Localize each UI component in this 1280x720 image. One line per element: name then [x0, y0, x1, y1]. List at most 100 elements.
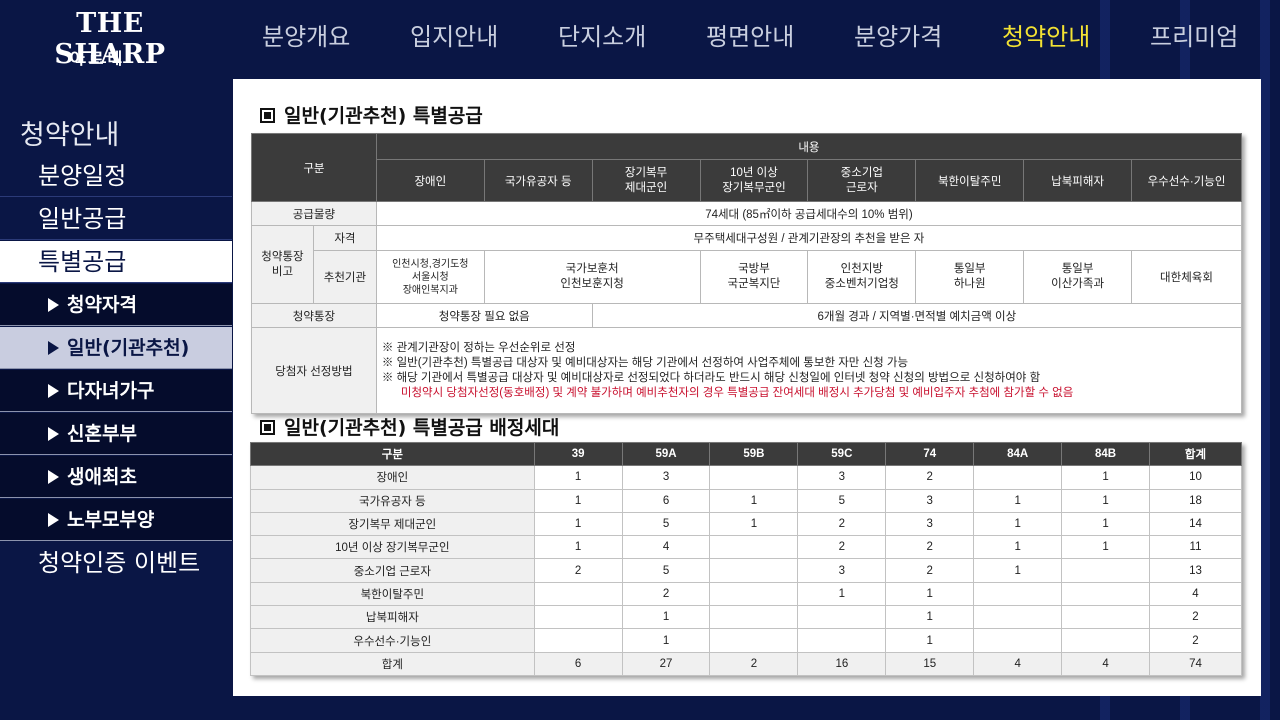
allocation-cell: 11 — [1149, 535, 1242, 560]
sidebar-item-special-supply[interactable]: 특별공급 — [0, 241, 232, 283]
allocation-cell: 1 — [533, 511, 623, 537]
agency-cell: 국가보훈처 인천보훈지청 — [483, 250, 701, 304]
allocation-cell: 1 — [621, 605, 711, 630]
sidebar-title: 청약안내 — [20, 120, 120, 151]
allocation-col-header: 59A — [621, 441, 711, 467]
allocation-cell: 2 — [1149, 628, 1242, 653]
allocation-cell: 5 — [621, 558, 711, 583]
allocation-cell: 1 — [973, 535, 1063, 560]
allocation-cell: 1 — [1061, 465, 1151, 490]
allocation-cell: 3 — [885, 488, 975, 513]
allocation-cell — [797, 605, 887, 630]
allocation-cell: 2 — [885, 535, 975, 560]
nav-item-price[interactable]: 분양가격 — [854, 23, 943, 51]
supply-value: 74세대 (85㎡이하 공급세대수의 10% 범위) — [375, 201, 1243, 226]
allocation-cell: 1 — [533, 535, 623, 560]
nav-item-subscription[interactable]: 청약안내 — [1002, 23, 1091, 51]
qualification-value: 무주택세대구성원 / 관계기관장의 추천을 받은 자 — [375, 225, 1243, 251]
allocation-table: 구분 39 59A 59B 59C 74 84A 84B 합계 장애인 1 3 3 2 1 10 국가유공자 … — [250, 441, 1242, 676]
allocation-cell: 1 — [973, 511, 1063, 537]
allocation-cell: 14 — [1149, 511, 1242, 537]
section-title-special-supply: 일반(기관추천) 특별공급 — [260, 101, 483, 128]
allocation-cell: 1 — [1061, 488, 1151, 513]
top-navigation: 분양개요 입지안내 단지소개 평면안내 분양가격 청약안내 프리미엄 — [235, 0, 1280, 70]
allocation-row-label: 중소기업 근로자 — [250, 558, 535, 583]
nav-item-complex[interactable]: 단지소개 — [558, 23, 647, 51]
col-header: 중소기업 근로자 — [807, 159, 917, 202]
allocation-row-label: 납북피해자 — [250, 605, 535, 630]
allocation-row: 10년 이상 장기복무군인 1 4 2 2 1 1 11 — [250, 535, 1242, 560]
allocation-cell — [709, 465, 799, 490]
allocation-row-label: 장기복무 제대군인 — [250, 511, 535, 537]
note-line: ※ 해당 기관에서 특별공급 대상자 및 예비대상자로 선정되었다 하더라도 반… — [381, 371, 1041, 384]
nav-item-floorplan[interactable]: 평면안내 — [706, 23, 795, 51]
special-supply-table: 구분 내용 장애인 국가유공자 등 장기복무 제대군인 10년 이상 장기복무군… — [251, 133, 1243, 414]
allocation-row-label: 북한이탈주민 — [250, 581, 535, 607]
allocation-cell — [709, 581, 799, 607]
allocation-cell: 3 — [797, 465, 887, 490]
col-header: 납북피해자 — [1023, 159, 1133, 202]
sidebar-item-general-supply[interactable]: 일반공급 — [0, 198, 232, 240]
row-label-supply: 공급물량 — [251, 201, 377, 226]
nav-item-premium[interactable]: 프리미엄 — [1150, 23, 1239, 51]
sidebar-item-event[interactable]: 청약인증 이벤트 — [0, 542, 232, 584]
allocation-cell — [1061, 581, 1151, 607]
allocation-cell: 15 — [885, 651, 975, 676]
allocation-cell: 3 — [621, 465, 711, 490]
sidebar-subitem-label: 청약자격 — [67, 294, 137, 316]
allocation-cell — [973, 628, 1063, 653]
allocation-col-header: 구분 — [250, 441, 535, 467]
nav-item-location[interactable]: 입지안내 — [410, 23, 499, 51]
site-logo[interactable]: THE SHARP 아르테 — [0, 0, 200, 75]
allocation-cell — [973, 605, 1063, 630]
sidebar-subitem-eligibility[interactable]: 청약자격 — [0, 284, 232, 326]
account-not-required: 청약통장 필요 없음 — [375, 303, 593, 328]
allocation-cell: 4 — [1149, 581, 1242, 607]
allocation-cell: 1 — [797, 581, 887, 607]
allocation-cell: 2 — [885, 465, 975, 490]
allocation-cell: 2 — [797, 511, 887, 537]
allocation-col-header: 59B — [709, 441, 799, 467]
nav-item-overview[interactable]: 분양개요 — [262, 23, 351, 51]
allocation-cell — [1061, 628, 1151, 653]
content-panel: 일반(기관추천) 특별공급 구분 내용 장애인 국가유공자 등 장기복무 제대군… — [233, 79, 1261, 696]
row-label-account: 청약통장 — [251, 303, 377, 328]
allocation-cell: 5 — [621, 511, 711, 537]
allocation-cell — [1061, 558, 1151, 583]
sidebar-subitem-elderly-parent[interactable]: 노부모부양 — [0, 499, 232, 541]
allocation-row: 장기복무 제대군인 1 5 1 2 3 1 1 14 — [250, 511, 1242, 537]
allocation-row: 납북피해자 1 1 2 — [250, 605, 1242, 630]
allocation-cell: 1 — [709, 511, 799, 537]
note-warning: 미청약시 당첨자선정(동호배정) 및 계약 불가하며 예비추천자의 경우 특별공… — [400, 386, 1074, 399]
allocation-cell: 2 — [797, 535, 887, 560]
row-label-agency: 추천기관 — [312, 250, 377, 304]
allocation-col-header: 39 — [533, 441, 623, 467]
sidebar-subitem-newlywed[interactable]: 신혼부부 — [0, 413, 232, 455]
allocation-col-header: 84A — [973, 441, 1063, 467]
allocation-cell: 10 — [1149, 465, 1242, 490]
agency-cell: 통일부 하나원 — [915, 250, 1025, 304]
row-label-remark: 청약통장 비고 — [251, 225, 314, 304]
sidebar-subitem-label: 신혼부부 — [67, 423, 137, 445]
allocation-cell: 4 — [973, 651, 1063, 676]
sidebar-item-schedule[interactable]: 분양일정 — [0, 155, 232, 197]
agency-cell: 인천지방 중소벤처기업청 — [807, 250, 917, 304]
allocation-cell: 5 — [797, 488, 887, 513]
sidebar-subitem-multichild[interactable]: 다자녀가구 — [0, 370, 232, 412]
agency-cell: 인천시청,경기도청 서울시청 장애인복지과 — [375, 250, 485, 304]
allocation-cell: 1 — [973, 488, 1063, 513]
brand-sub: 아르테 — [70, 49, 127, 68]
allocation-row: 장애인 1 3 3 2 1 10 — [250, 465, 1242, 490]
allocation-row-label: 우수선수·기능인 — [250, 628, 535, 653]
allocation-cell: 27 — [621, 651, 711, 676]
col-header: 10년 이상 장기복무군인 — [699, 159, 809, 202]
allocation-cell — [533, 581, 623, 607]
sidebar-subitem-first-time[interactable]: 생애최초 — [0, 456, 232, 498]
col-header: 우수선수·기능인 — [1131, 159, 1242, 202]
allocation-cell: 1 — [885, 605, 975, 630]
triangle-right-icon — [48, 470, 59, 484]
allocation-row: 국가유공자 등 1 6 1 5 3 1 1 18 — [250, 488, 1242, 513]
sidebar-subitem-institution[interactable]: 일반(기관추천) — [0, 327, 232, 369]
allocation-cell: 1 — [973, 558, 1063, 583]
triangle-right-icon — [48, 341, 59, 355]
